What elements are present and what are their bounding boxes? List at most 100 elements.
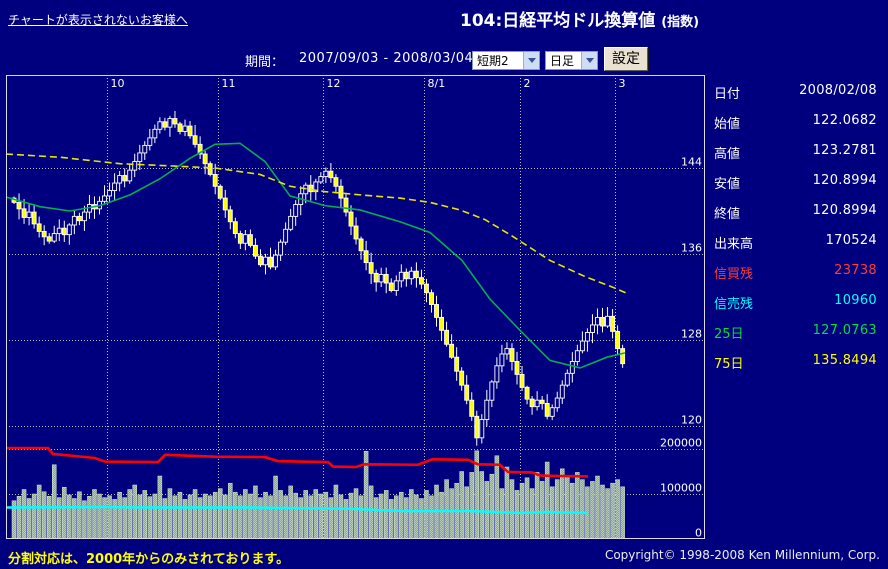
candle-body	[464, 384, 470, 401]
volume-bar	[258, 497, 263, 539]
interval-select-value: 日足	[550, 54, 575, 68]
candle-body	[273, 254, 279, 268]
candle-body	[620, 348, 626, 365]
info-label-ma25: 25日	[714, 327, 744, 342]
volume-bar	[308, 495, 314, 539]
candle-body	[353, 225, 359, 240]
settings-button[interactable]: 設定	[604, 47, 648, 71]
volume-bar	[514, 490, 520, 539]
volume-bar	[499, 488, 505, 539]
volume-bar	[373, 497, 379, 539]
volume-bar	[565, 475, 570, 539]
period-label: 期間：	[245, 55, 285, 70]
chart-border	[6, 75, 705, 539]
volume-bar	[328, 497, 334, 539]
candle-body	[499, 353, 505, 367]
range-select-value: 短期2	[477, 54, 509, 68]
volume-bar	[21, 489, 27, 539]
info-row-low: 安値 120.8994	[714, 173, 877, 192]
candle-body	[167, 118, 173, 128]
candle-body	[252, 244, 258, 257]
volume-bar	[449, 488, 454, 539]
candle-body	[107, 190, 113, 197]
candle-body	[132, 161, 138, 171]
volume-bar	[288, 485, 293, 539]
volume-bar	[92, 489, 97, 539]
candle-body	[308, 184, 314, 193]
candle-body	[363, 250, 369, 264]
candle-body	[343, 197, 349, 213]
candle-body	[484, 399, 490, 421]
volume-bar	[615, 479, 620, 539]
volume-bar	[238, 495, 243, 539]
info-row-margin-sell: 信売残 10960	[714, 293, 877, 312]
chart-help-link[interactable]: チャートが表示されないお客様へ	[8, 13, 188, 27]
candle-body	[338, 185, 344, 199]
volume-bar	[298, 497, 303, 539]
volume-bar	[172, 495, 178, 539]
volume-bar	[353, 488, 359, 539]
volume-bar	[444, 479, 449, 539]
candle-body	[177, 123, 183, 132]
volume-bar	[162, 498, 168, 539]
volume-bar	[187, 494, 193, 539]
volume-bar	[177, 491, 183, 539]
candle-body	[514, 361, 520, 375]
range-select[interactable]: 短期2	[472, 51, 540, 70]
volume-bar	[152, 493, 158, 539]
volume-bar	[313, 489, 319, 539]
candle-body	[544, 402, 550, 417]
candle-body	[574, 350, 580, 362]
volume-bar	[318, 493, 324, 539]
candle-body	[559, 384, 565, 399]
volume-bar	[303, 490, 308, 539]
candle-body	[127, 169, 133, 182]
candle-body	[242, 234, 248, 244]
candle-body	[147, 137, 153, 146]
price-tick-label: 144	[681, 156, 702, 169]
candle-body	[564, 372, 570, 386]
candle-body	[31, 211, 37, 225]
volume-bar	[489, 473, 495, 539]
volume-bar	[610, 482, 615, 539]
x-tick-label: 11	[222, 77, 236, 90]
candle-body	[162, 121, 168, 128]
volume-bar	[580, 479, 585, 539]
volume-bar	[223, 494, 228, 539]
volume-bar	[524, 477, 530, 539]
candle-body	[569, 361, 575, 374]
candle-body	[283, 228, 289, 243]
x-tick-label: 3	[619, 77, 626, 90]
volume-bar	[479, 471, 485, 539]
volume-bar	[494, 455, 500, 539]
footer-note: 分割対応は、2000年からのみされております。	[8, 552, 290, 567]
copyright-text: Copyright© 1998-2008 Ken Millennium, Cor…	[604, 548, 880, 562]
x-tick-label: 10	[111, 77, 125, 90]
ma25-line	[5, 142, 626, 369]
candle-body	[378, 273, 384, 283]
volume-bar	[544, 461, 550, 539]
candle-body	[373, 272, 379, 283]
volume-bar	[509, 479, 515, 539]
candle-body	[459, 370, 465, 386]
info-value-low: 120.8994	[812, 173, 877, 188]
candle-body	[318, 176, 324, 183]
candle-body	[172, 118, 178, 125]
volume-bar	[72, 498, 77, 539]
candle-body	[182, 125, 188, 132]
candle-body	[393, 280, 399, 292]
candle-body	[434, 304, 439, 318]
candle-body	[81, 211, 87, 222]
interval-select[interactable]: 日足	[545, 51, 598, 70]
info-label-open: 始値	[714, 117, 741, 132]
candles	[11, 111, 626, 446]
candle-body	[509, 348, 515, 362]
info-value-ma75: 135.8494	[812, 353, 877, 368]
info-value-open: 122.0682	[812, 113, 877, 128]
candle-body	[232, 221, 238, 235]
margin-buy-line	[6, 446, 589, 478]
x-tick-label: 12	[327, 77, 341, 90]
volume-bar	[217, 488, 223, 539]
volume-bar	[117, 491, 122, 539]
